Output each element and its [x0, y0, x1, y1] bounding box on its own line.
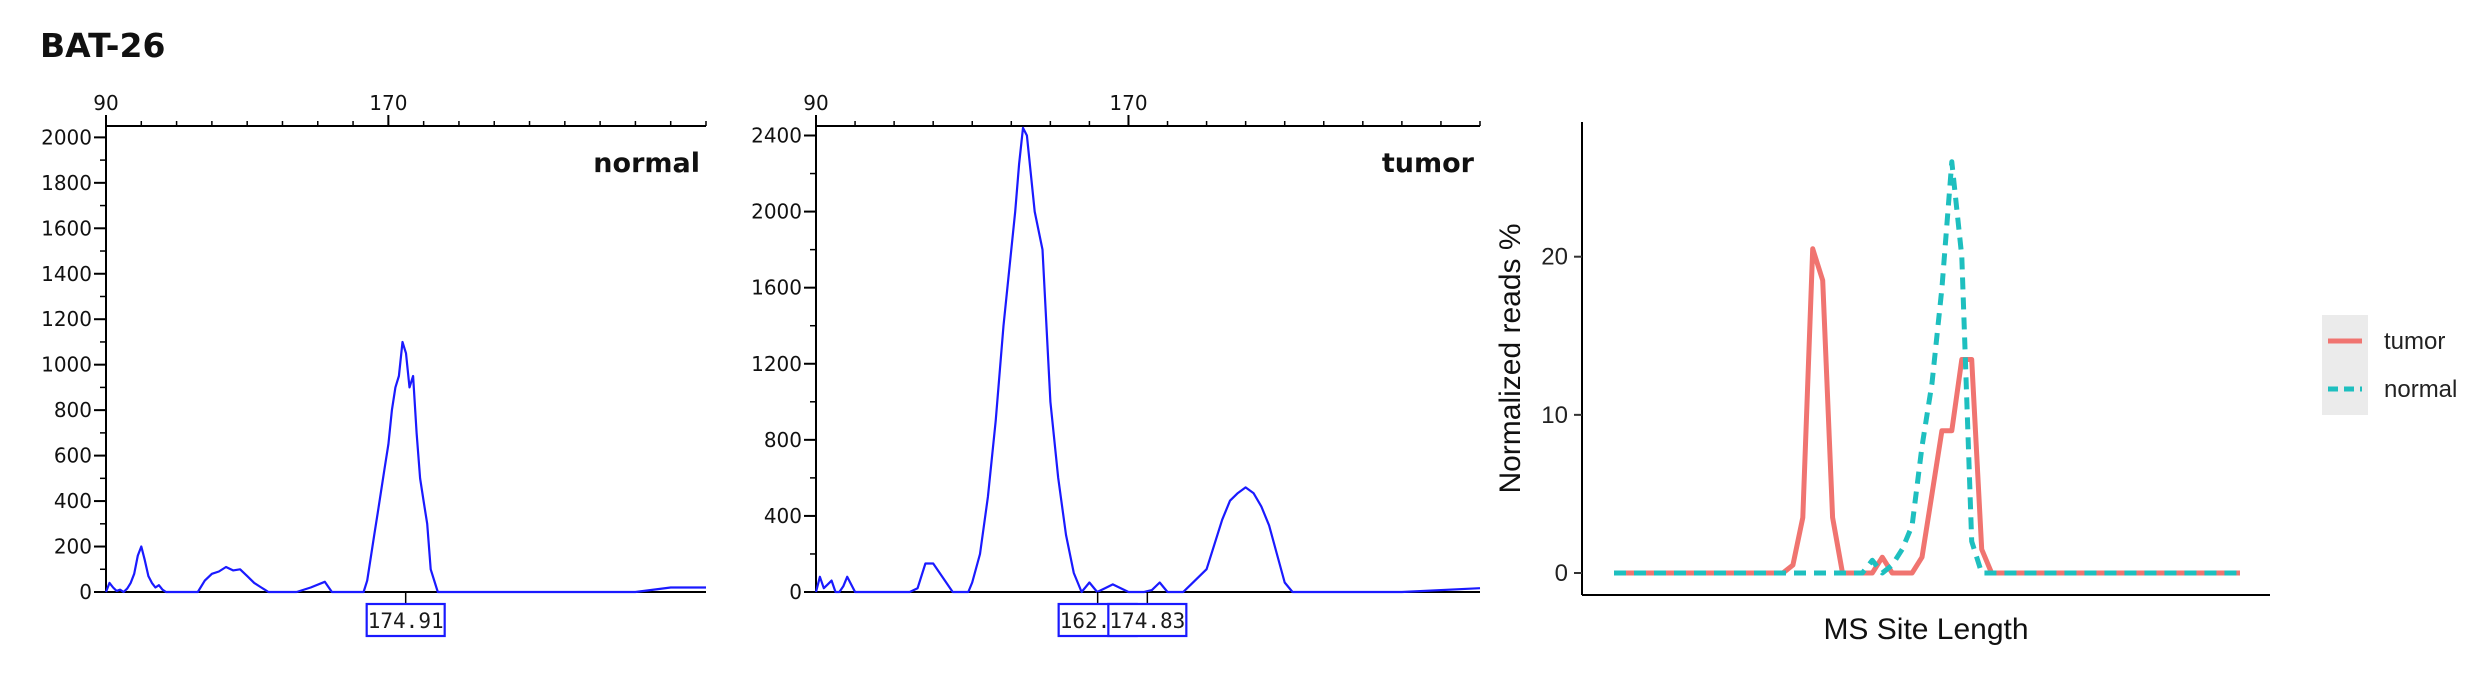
electropherogram-normal: 90 170 0 200 400 600 800 1000 1200 1400 1600 1800 20…: [41, 91, 707, 638]
electropherogram-tumor: 90 17004008001200160020002400tumor162.111…: [751, 91, 1481, 638]
page-title: BAT-26: [40, 26, 166, 65]
y-tick-label: 200: [54, 535, 92, 559]
legend-label: normal: [2384, 376, 2457, 403]
x-tick-label: 170: [1109, 91, 1147, 115]
y-tick-label: 1200: [751, 352, 802, 376]
peak-label-box: [365, 602, 446, 638]
y-tick-label: 800: [54, 398, 92, 422]
y-tick-label: 600: [54, 444, 92, 468]
peak-label-box: [1107, 602, 1188, 638]
y-tick-label: 1000: [41, 353, 92, 377]
reads-distribution-chart: 0 10 20 MS Site Length Normalized reads % tum…: [1494, 122, 2457, 646]
x-axis-title: MS Site Length: [1823, 613, 2028, 646]
y-tick-label: 1600: [751, 276, 802, 300]
y-tick-label: 800: [764, 428, 802, 452]
peak-label: 174.83: [1109, 609, 1185, 633]
y-tick-label: 20: [1541, 244, 1568, 271]
y-tick-label: 2400: [751, 124, 802, 148]
y-tick-label: 2000: [41, 125, 92, 149]
y-tick-label: 400: [764, 504, 802, 528]
y-tick-label: 0: [79, 580, 92, 604]
y-tick-label: 10: [1541, 402, 1568, 429]
peak-label: 174.91: [368, 609, 444, 633]
trace-line: [104, 340, 706, 594]
corner-label: normal: [593, 148, 700, 179]
y-tick-label: 1800: [41, 171, 92, 195]
trace-line: [814, 126, 1481, 594]
y-tick-label: 1400: [41, 262, 92, 286]
legend-key-background: [2322, 315, 2368, 415]
y-tick-label: 1200: [41, 307, 92, 331]
series-line-normal: [1614, 159, 2240, 576]
series-line-tumor: [1614, 246, 2240, 576]
y-tick-label: 0: [789, 580, 802, 604]
x-tick-label: 170: [369, 91, 407, 115]
legend-label: tumor: [2384, 328, 2445, 355]
y-tick-label: 0: [1555, 560, 1568, 587]
corner-label: tumor: [1382, 148, 1475, 179]
y-tick-label: 1600: [41, 216, 92, 240]
y-tick-label: 400: [54, 489, 92, 513]
x-tick-label: 90: [803, 91, 828, 115]
x-tick-label: 90: [93, 91, 118, 115]
y-tick-label: 2000: [751, 200, 802, 224]
y-axis-title: Normalized reads %: [1494, 223, 1527, 493]
